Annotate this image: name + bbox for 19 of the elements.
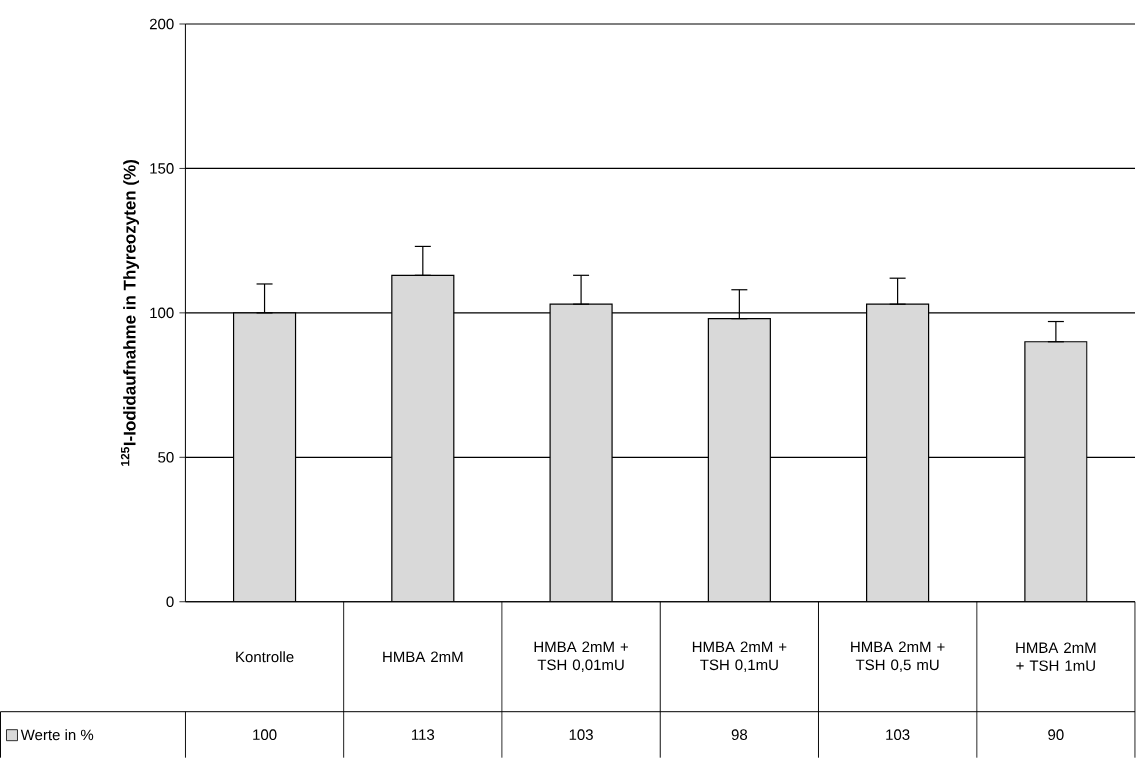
x-tick-label: HMBA 2mM + TSH 1mU: [1016, 642, 1096, 671]
x-tick-label: HMBA 2mM + TSH 0,01mU: [534, 641, 628, 672]
data-label: 103: [569, 729, 593, 740]
x-tick-label: HMBA 2mM + TSH 0,1mU: [692, 641, 787, 672]
y-tick-label: 150: [150, 163, 174, 174]
y-tick-label: 200: [149, 18, 174, 30]
y-tick-label: 0: [166, 596, 174, 607]
y-tick-label: 50: [158, 451, 174, 463]
legend-label: Werte in %: [20, 729, 94, 741]
y-tick-label: 100: [150, 307, 174, 319]
data-label: 103: [886, 729, 910, 740]
data-label: 100: [253, 729, 277, 740]
data-label: 113: [412, 729, 435, 740]
y-axis-title: $^{125}$I-Iodidaufnahme in Thyreozyten (%): [120, 159, 140, 466]
data-label: 90: [1048, 729, 1064, 740]
x-tick-label: HMBA 2mM + TSH 0,5 mU: [851, 641, 945, 672]
x-tick-label: HMBA 2mM: [383, 651, 463, 662]
x-tick-label: Kontrolle: [236, 651, 294, 663]
data-label: 98: [731, 729, 748, 740]
